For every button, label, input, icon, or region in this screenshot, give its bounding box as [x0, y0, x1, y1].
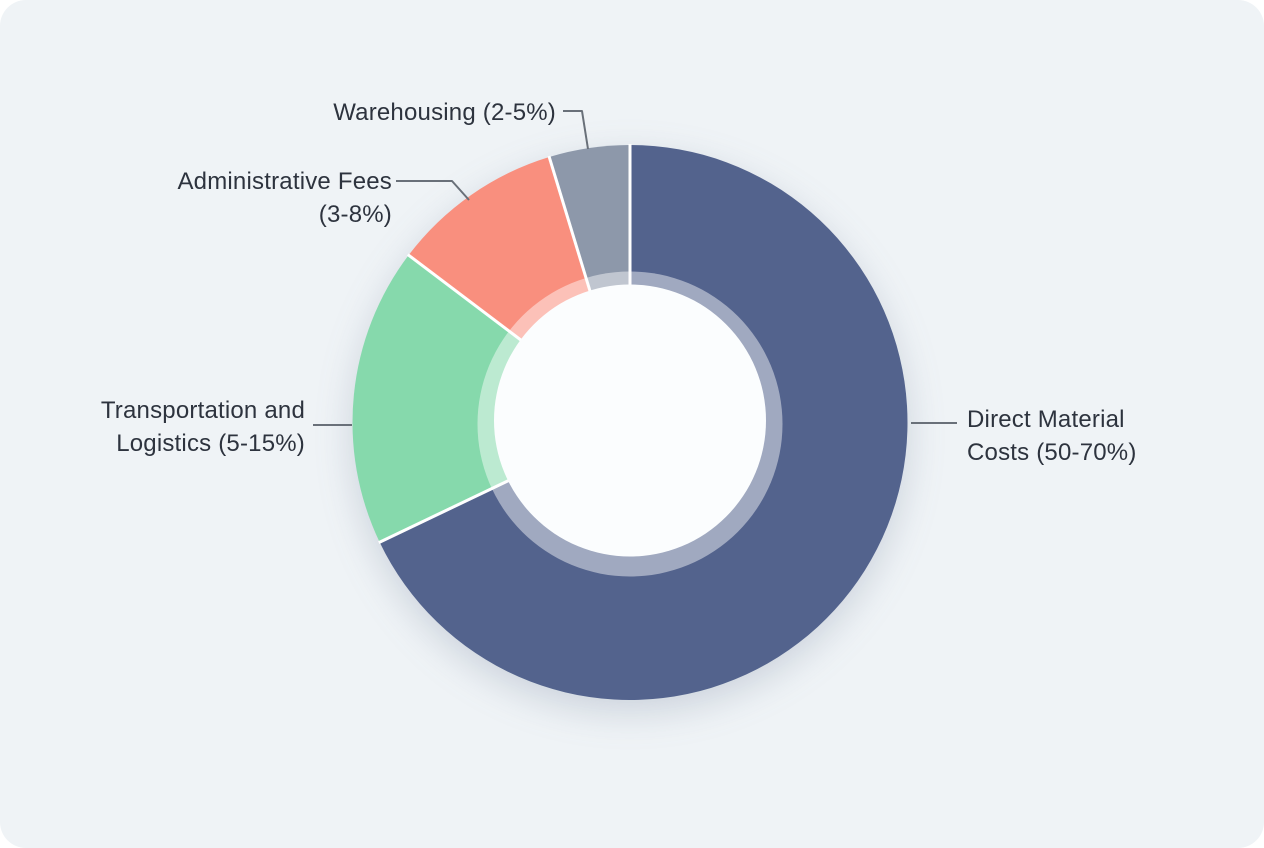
label-administrative-fees: Administrative Fees (3-8%) [177, 165, 392, 231]
label-transportation-logistics-line: Logistics (5-15%) [116, 430, 305, 457]
label-direct-material-costs-line: Direct Material [967, 406, 1125, 433]
label-transportation-logistics: Transportation and Logistics (5-15%) [101, 394, 305, 460]
label-warehousing-line: Warehousing (2-5%) [333, 99, 556, 126]
label-warehousing: Warehousing (2-5%) [333, 96, 556, 129]
label-direct-material-costs: Direct Material Costs (50-70%) [967, 403, 1137, 469]
leader-line-warehousing [563, 110, 589, 150]
donut-hole [494, 284, 766, 557]
label-administrative-fees-line: Administrative Fees [177, 168, 392, 195]
label-transportation-logistics-line: Transportation and [100, 397, 305, 424]
donut-slice-transportation-and-logistics-5-15[interactable] [352, 255, 631, 543]
leader-line-administrative-fees [396, 180, 470, 201]
label-direct-material-costs-line: Costs (50-70%) [967, 439, 1137, 466]
label-administrative-fees-line: (3-8%) [318, 201, 392, 228]
